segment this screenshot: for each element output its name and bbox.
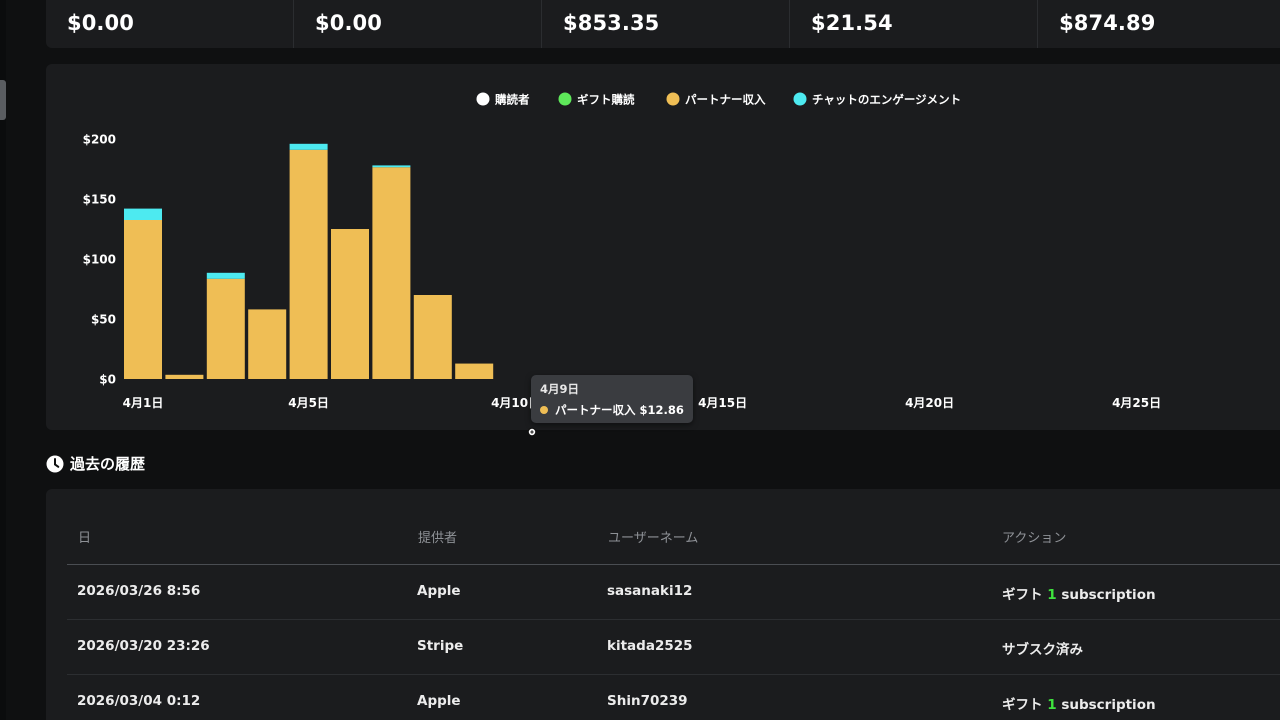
x-tick-label: 4月25日	[1112, 396, 1161, 410]
row-divider	[67, 619, 1280, 620]
row-provider: Stripe	[417, 638, 464, 654]
row-date: 2026/03/26 8:56	[77, 583, 201, 599]
row-date: 2026/03/04 0:12	[77, 693, 201, 709]
tooltip-date: 4月9日	[540, 382, 580, 396]
stat-card: $874.89	[1038, 0, 1280, 48]
left-rail	[0, 0, 6, 720]
x-tick-label: 4月1日	[123, 396, 164, 410]
row-provider: Apple	[417, 583, 461, 599]
legend-label: ギフト購読	[577, 93, 635, 107]
bar-segment	[124, 220, 162, 379]
stat-card: $21.54	[790, 0, 1039, 48]
column-header-action[interactable]: アクション	[1002, 531, 1067, 546]
magnifier-cursor-icon	[527, 427, 539, 440]
bar-segment	[289, 149, 328, 379]
column-header-date[interactable]: 日	[78, 531, 92, 546]
column-header-username[interactable]: ユーザーネーム	[608, 531, 699, 546]
y-tick-label: $150	[83, 193, 116, 207]
legend-label: 購読者	[494, 93, 530, 107]
legend-label: パートナー収入	[685, 93, 766, 107]
legend-swatch	[558, 92, 572, 106]
action-prefix: ギフト	[1002, 697, 1043, 713]
tooltip-value: パートナー収入 $12.86	[555, 403, 684, 417]
header-divider	[67, 564, 1280, 565]
history-table: 日 提供者 ユーザーネーム アクション 2026/03/26 8:56 Appl…	[46, 489, 1280, 720]
stat-card: $853.35	[542, 0, 791, 48]
gift-count: 1	[1047, 697, 1057, 713]
x-tick-label: 4月15日	[698, 396, 747, 410]
action-suffix: subscription	[1061, 697, 1156, 713]
column-header-provider[interactable]: 提供者	[418, 531, 458, 546]
x-tick-label: 4月20日	[905, 396, 954, 410]
row-action: ギフト 1 subscription	[1002, 583, 1156, 603]
stat-card: $0.00	[46, 0, 295, 48]
bar-segment	[331, 229, 369, 379]
legend-swatch	[793, 92, 807, 106]
revenue-chart-panel: 購読者 ギフト購読 パートナー収入 チャットのエンゲージメント $0 $50 $100 $15…	[46, 64, 1280, 440]
summary-stats: $0.00 $0.00 $853.35 $21.54 $874.89	[46, 0, 1280, 48]
stat-value: $853.35	[563, 11, 660, 35]
bar-segment	[413, 295, 452, 379]
row-action: ギフト 1 subscription	[1002, 693, 1156, 713]
row-date: 2026/03/20 23:26	[77, 638, 210, 654]
bar-segment	[455, 363, 494, 379]
row-provider: Apple	[417, 693, 461, 709]
bar-segment	[372, 167, 411, 379]
history-heading: 過去の履歴	[46, 453, 145, 474]
y-tick-label: $100	[83, 253, 116, 267]
stat-value: $0.00	[315, 11, 382, 35]
bar-segment	[206, 272, 245, 279]
clock-icon	[46, 455, 64, 472]
bar-segment	[206, 278, 245, 379]
y-tick-label: $50	[91, 313, 116, 327]
tooltip-series-dot	[540, 406, 548, 414]
action-suffix: subscription	[1061, 587, 1156, 603]
bar-segment	[248, 309, 287, 379]
stat-value: $874.89	[1059, 11, 1156, 35]
stat-value: $0.00	[67, 11, 134, 35]
row-divider	[67, 674, 1280, 675]
chart-tooltip: 4月9日 パートナー収入 $12.86	[531, 375, 693, 423]
gift-count: 1	[1047, 587, 1057, 603]
action-prefix: ギフト	[1002, 587, 1043, 603]
sidebar-collapse-handle[interactable]	[0, 80, 6, 120]
bar-segment	[165, 374, 204, 379]
stat-value: $21.54	[811, 11, 893, 35]
bar-segment	[124, 208, 162, 220]
y-tick-label: $0	[99, 373, 116, 387]
x-tick-label: 4月10日	[491, 396, 540, 410]
bar-segment	[289, 143, 328, 150]
x-tick-label: 4月5日	[288, 396, 329, 410]
row-username: kitada2525	[607, 638, 693, 654]
bar-segment	[372, 165, 411, 168]
legend-label: チャットのエンゲージメント	[812, 93, 961, 107]
y-tick-label: $200	[83, 133, 116, 147]
legend-swatch	[476, 92, 490, 106]
legend-swatch	[666, 92, 680, 106]
revenue-chart: 購読者 ギフト購読 パートナー収入 チャットのエンゲージメント $0 $50 $100 $15…	[83, 92, 1161, 410]
row-username: sasanaki12	[607, 583, 693, 599]
row-action: サブスク済み	[1002, 642, 1083, 658]
history-title: 過去の履歴	[70, 455, 146, 473]
stat-card: $0.00	[294, 0, 543, 48]
row-username: Shin70239	[607, 693, 688, 709]
